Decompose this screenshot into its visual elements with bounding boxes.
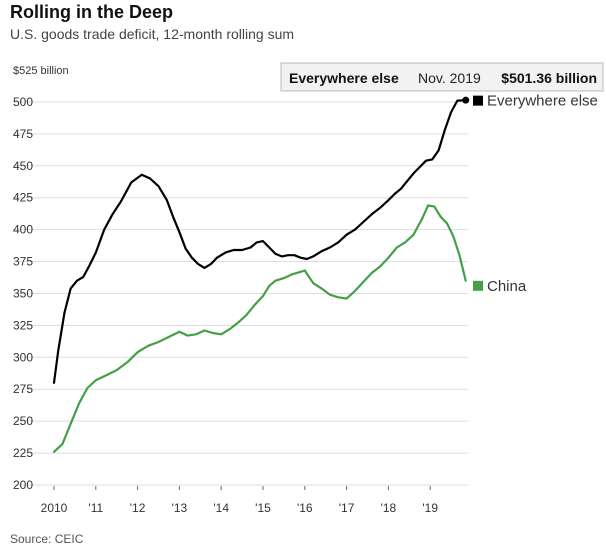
x-tick-label-2013: '13 [172,501,188,515]
y-tick-label-250: 250 [13,414,33,428]
tooltip-value: $501.36 billion [501,70,597,86]
y-tick-label-300: 300 [13,350,33,364]
y-tick-label-425: 425 [13,191,33,205]
x-tick-label-2011: '11 [88,501,103,515]
legend-swatch-china [473,280,483,291]
y-tick-label-400: 400 [13,223,33,237]
tooltip-series: Everywhere else [289,70,399,86]
chart-subtitle: U.S. goods trade deficit, 12-month rolli… [10,26,295,42]
x-tick-label-2012: '12 [130,501,146,515]
chart-title: Rolling in the Deep [10,2,174,22]
y-tick-label-450: 450 [13,159,33,173]
x-tick-label-2014: '14 [213,501,229,515]
x-tick-label-2018: '18 [381,501,397,515]
grid-layer [13,101,468,486]
tooltip: Everywhere else Nov. 2019 $501.36 billio… [280,62,604,92]
series-line-china[interactable] [52,204,467,453]
y-tick-label-350: 350 [13,286,33,300]
y-tick-label-225: 225 [13,446,33,460]
y-tick-label-475: 475 [13,127,33,141]
legend-layer: Everywhere else China [473,93,598,295]
y-tick-label-325: 325 [13,318,33,332]
x-tick-label-2010: 2010 [41,501,68,515]
series-line-everywhere-else[interactable] [52,99,467,384]
tooltip-box [280,62,604,92]
y-tick-label-275: 275 [13,382,33,396]
x-tick-label-2019: '19 [422,501,438,515]
x-tick-label-2017: '17 [339,501,355,515]
y-tick-label-200: 200 [13,478,33,492]
tooltip-date: Nov. 2019 [418,70,481,86]
x-tick-label-2016: '16 [297,501,313,515]
y-tick-label-500: 500 [13,95,33,109]
legend-label-china: China [487,278,527,295]
source-note: Source: CEIC [10,532,84,546]
x-tick-label-2015: '15 [255,501,271,515]
y-axis-ticks: $525 billion 500 475 450 425 400 375 350 325 300 2… [13,65,69,492]
y-tick-label-375: 375 [13,255,33,269]
y-tick-label-525: $525 billion [13,65,69,77]
highlight-point-everywhere-else[interactable] [462,96,470,104]
series-layer [52,96,470,453]
legend-swatch-everywhere-else [473,95,483,106]
x-axis-ticks: 2010 '11 '12 '13 '14 '15 '16 '17 '18 '19 [41,486,438,515]
legend-label-everywhere-else: Everywhere else [487,93,598,110]
